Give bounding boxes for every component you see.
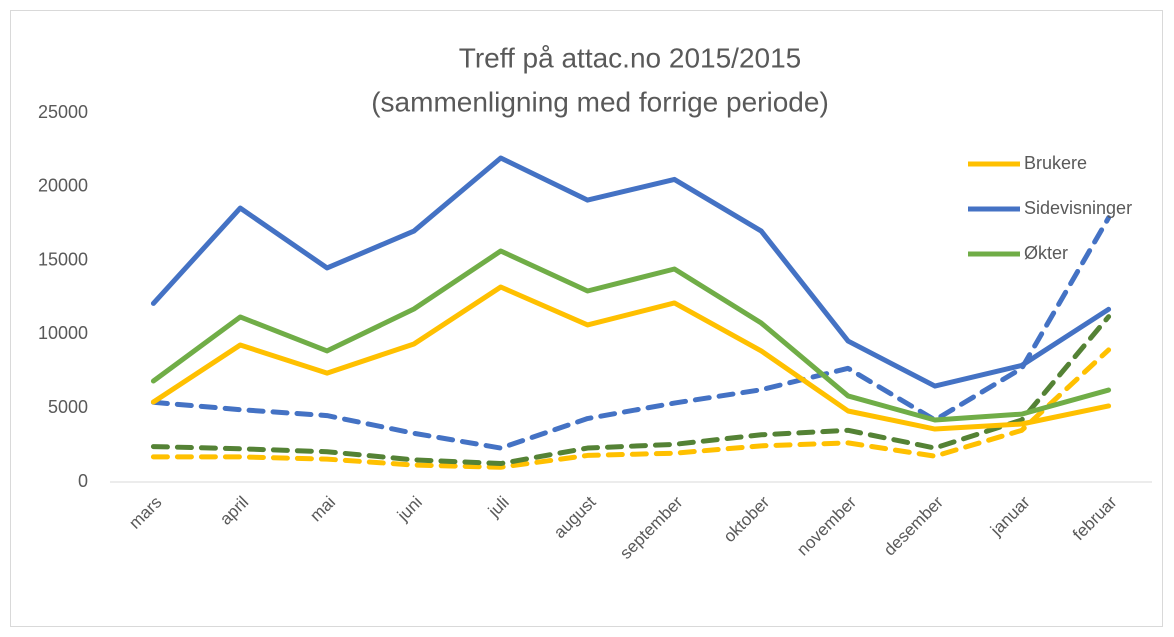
series-line: [150, 248, 1112, 423]
chart-title: Treff på attac.no 2015/2015: [459, 42, 801, 73]
chart-subtitle: (sammenligning med forrige periode): [371, 86, 829, 117]
legend-label: Sidevisninger: [1024, 198, 1132, 218]
legend-label: Økter: [1024, 243, 1068, 263]
chart-frame: [10, 10, 1163, 627]
series-line: [150, 155, 1112, 389]
y-tick-label: 25000: [38, 102, 88, 122]
series-line: [150, 347, 1112, 470]
series-line: [150, 314, 1112, 467]
series-line: [150, 215, 1112, 451]
y-tick-label: 5000: [48, 397, 88, 417]
series-line: [150, 284, 1112, 432]
y-tick-label: 0: [78, 471, 88, 491]
y-tick-label: 15000: [38, 249, 88, 269]
legend-label: Brukere: [1024, 153, 1087, 173]
y-tick-label: 10000: [38, 323, 88, 343]
y-tick-label: 20000: [38, 176, 88, 196]
